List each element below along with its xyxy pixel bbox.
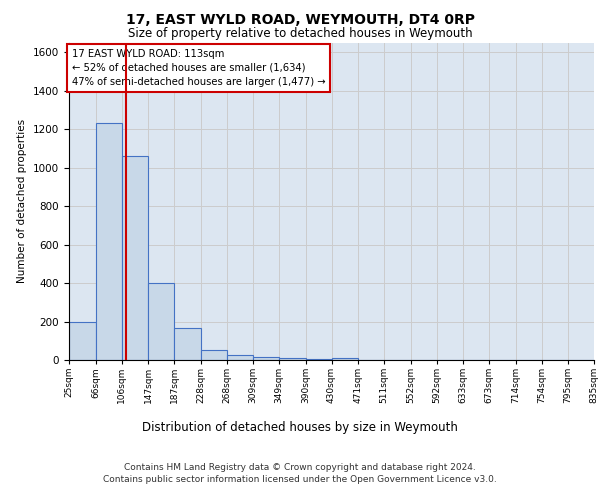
Text: Distribution of detached houses by size in Weymouth: Distribution of detached houses by size …	[142, 421, 458, 434]
Bar	[200, 350, 227, 360]
Text: Contains public sector information licensed under the Open Government Licence v3: Contains public sector information licen…	[103, 476, 497, 484]
Text: Contains HM Land Registry data © Crown copyright and database right 2024.: Contains HM Land Registry data © Crown c…	[124, 463, 476, 472]
Bar	[331, 358, 358, 360]
Bar	[148, 283, 174, 360]
Text: 17, EAST WYLD ROAD, WEYMOUTH, DT4 0RP: 17, EAST WYLD ROAD, WEYMOUTH, DT4 0RP	[125, 12, 475, 26]
Bar	[305, 359, 331, 360]
Text: 17 EAST WYLD ROAD: 113sqm
← 52% of detached houses are smaller (1,634)
47% of se: 17 EAST WYLD ROAD: 113sqm ← 52% of detac…	[71, 49, 325, 87]
Bar	[174, 328, 200, 360]
Bar	[95, 124, 121, 360]
Bar	[253, 357, 279, 360]
Bar	[69, 322, 95, 360]
Text: Size of property relative to detached houses in Weymouth: Size of property relative to detached ho…	[128, 28, 472, 40]
Y-axis label: Number of detached properties: Number of detached properties	[17, 119, 28, 284]
Bar	[121, 156, 148, 360]
Bar	[279, 358, 305, 360]
Bar	[227, 355, 253, 360]
